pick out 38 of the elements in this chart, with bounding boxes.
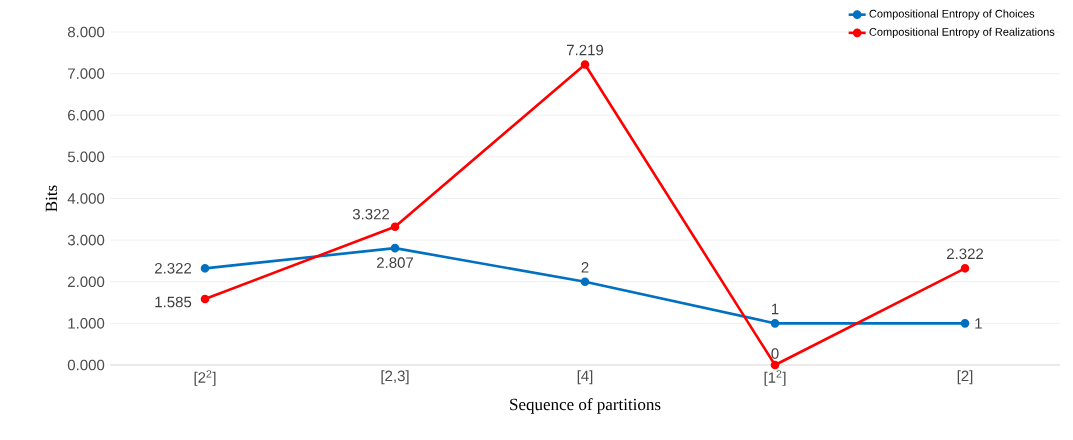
y-tick-label: 1.000 — [68, 318, 105, 329]
point — [770, 360, 780, 370]
x-tick-label: [4] — [577, 370, 593, 385]
y-tick-label: 4.000 — [67, 193, 105, 204]
y-tick-label: 7.000 — [68, 68, 105, 79]
data-label: 2.322 — [155, 263, 192, 274]
x-tick-label: [1$^{2}$] — [764, 370, 786, 386]
point — [770, 319, 780, 328]
data-label: 1 — [771, 303, 779, 315]
y-tick-label: 2.000 — [68, 276, 105, 288]
point — [960, 319, 970, 328]
y-tick-label: 0.000 — [67, 359, 105, 371]
data-label: 3.322 — [352, 208, 390, 220]
data-label: 7.219 — [567, 44, 604, 56]
point — [200, 294, 210, 304]
legend-label: Compositional Entropy of Realizations — [869, 27, 1055, 38]
x-axis-title: Sequence of partitions — [510, 398, 661, 414]
y-tick-label: 3.000 — [67, 234, 105, 246]
data-label: 2.322 — [946, 248, 984, 260]
point — [200, 264, 210, 273]
data-label: 1 — [975, 318, 982, 329]
point — [960, 264, 970, 273]
data-label: 1.585 — [155, 296, 192, 308]
y-tick-label: 5.000 — [67, 151, 105, 163]
data-label: 2 — [581, 262, 589, 273]
point — [390, 222, 400, 232]
y-tick-label: 6.000 — [68, 109, 105, 121]
legend-label: Compositional Entropy of Choices — [869, 9, 1035, 20]
data-label: 0 — [771, 348, 779, 359]
data-label: 2.807 — [376, 257, 414, 268]
y-axis-title: Bits — [45, 185, 58, 212]
point — [580, 60, 590, 69]
point — [390, 243, 400, 253]
x-tick-label: [2] — [957, 370, 973, 385]
point — [580, 277, 590, 287]
x-tick-label: [2,3] — [381, 370, 409, 385]
x-tick-label: [2$^{2}$] — [194, 370, 216, 386]
y-tick-label: 8.000 — [67, 26, 105, 38]
